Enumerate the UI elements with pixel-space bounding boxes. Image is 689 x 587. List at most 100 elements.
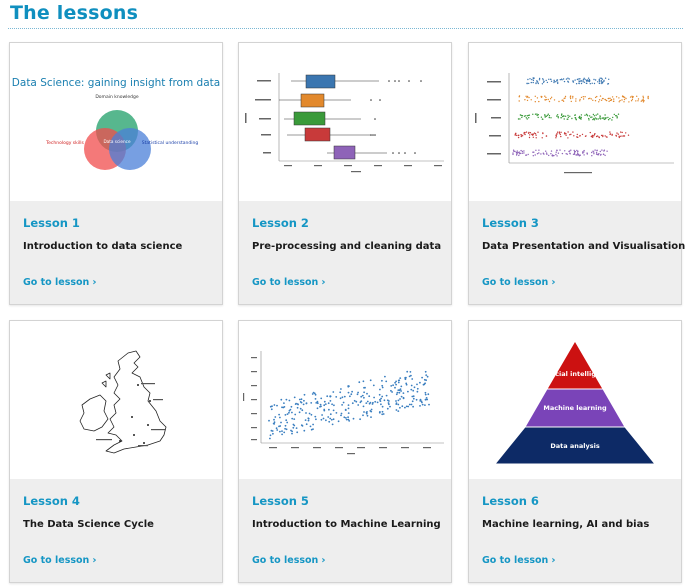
scatter-dot bbox=[400, 395, 403, 398]
strip-dot bbox=[569, 97, 572, 100]
lesson-card-4[interactable]: Lesson 4 The Data Science Cycle Go to le… bbox=[9, 320, 223, 583]
scatter-dot bbox=[281, 430, 283, 432]
strip-dot bbox=[546, 153, 548, 155]
strip-dot bbox=[619, 135, 621, 137]
strip-dot bbox=[564, 150, 566, 152]
strip-dot bbox=[583, 151, 585, 153]
strip-dot bbox=[630, 100, 633, 102]
scatter-dot bbox=[328, 408, 330, 411]
strip-dot bbox=[604, 114, 606, 116]
strip-dot bbox=[564, 132, 566, 134]
venn-heading: Data Science: gaining insight from data bbox=[12, 77, 220, 89]
strip-dot bbox=[590, 116, 592, 119]
strip-dot bbox=[588, 79, 590, 81]
go-to-lesson-link[interactable]: Go to lesson › bbox=[252, 277, 325, 288]
strip-dot bbox=[513, 150, 515, 152]
scatter-dot bbox=[347, 416, 349, 419]
scatter-dot bbox=[395, 409, 398, 411]
strip-dot bbox=[578, 82, 580, 84]
go-to-lesson-link[interactable]: Go to lesson › bbox=[482, 555, 555, 566]
strip-dot bbox=[579, 135, 581, 137]
strip-dot bbox=[601, 82, 603, 85]
strip-dot bbox=[585, 79, 588, 82]
scatter-dot bbox=[323, 400, 326, 403]
strip-dot bbox=[580, 96, 583, 99]
strip-dot bbox=[518, 154, 520, 157]
scatter-dot bbox=[352, 417, 355, 420]
strip-dot bbox=[518, 153, 521, 155]
strip-dot bbox=[636, 95, 638, 97]
scatter-dot bbox=[409, 371, 412, 373]
scatter-dot bbox=[269, 434, 272, 437]
scatter-dot bbox=[358, 381, 361, 384]
scatter-dot bbox=[415, 398, 418, 401]
scatter-dot bbox=[385, 394, 388, 397]
scatter-dot bbox=[416, 387, 419, 390]
strip-dot bbox=[595, 118, 598, 120]
scatter-dot bbox=[411, 378, 414, 380]
scatter-dot bbox=[288, 409, 291, 412]
scatter-dot bbox=[308, 412, 311, 415]
strip-dot bbox=[567, 114, 569, 117]
scatter-dot bbox=[351, 402, 354, 405]
lesson-card-6[interactable]: Artificial intelligence Machine learning… bbox=[468, 320, 682, 583]
scatter-dot bbox=[389, 405, 391, 408]
strip-dot bbox=[594, 96, 597, 99]
strip-dot bbox=[548, 154, 550, 157]
scatter-dot bbox=[370, 408, 373, 411]
strip-dot bbox=[601, 97, 604, 100]
strip-dot bbox=[593, 82, 596, 85]
strip-dot bbox=[574, 151, 576, 153]
scatter-dot bbox=[316, 407, 319, 410]
strip-dot bbox=[618, 135, 620, 137]
lesson-card-1[interactable]: Data Science: gaining insight from data … bbox=[9, 42, 223, 305]
strip-dot bbox=[556, 114, 559, 116]
scatter-dot bbox=[284, 427, 286, 430]
scatter-dot bbox=[323, 409, 326, 412]
strip-dot bbox=[570, 100, 572, 103]
scatter-dot bbox=[269, 437, 271, 440]
scatter-dot bbox=[299, 407, 302, 410]
strip-dot bbox=[599, 117, 601, 119]
strip-dot bbox=[585, 113, 588, 116]
scatter-dot bbox=[410, 384, 413, 387]
strip-dot bbox=[625, 132, 627, 134]
scatter-dot bbox=[285, 428, 288, 431]
scatter-dot bbox=[391, 391, 393, 393]
strip-dot bbox=[532, 134, 534, 136]
scatter-dot bbox=[298, 411, 301, 414]
strip-dot bbox=[596, 135, 599, 137]
go-to-lesson-link[interactable]: Go to lesson › bbox=[23, 555, 96, 566]
go-to-lesson-link[interactable]: Go to lesson › bbox=[23, 277, 96, 288]
strip-dot bbox=[533, 77, 535, 79]
strip-dot bbox=[599, 77, 601, 79]
scatter-dot bbox=[425, 397, 428, 399]
strip-dot bbox=[595, 152, 598, 154]
scatter-dot bbox=[329, 395, 332, 397]
lesson-card-5[interactable]: Lesson 5 Introduction to Machine Learnin… bbox=[238, 320, 452, 583]
scatter-dot bbox=[329, 417, 332, 420]
strip-dot bbox=[617, 133, 619, 135]
scatter-dot bbox=[292, 423, 295, 426]
lesson-card-3[interactable]: Lesson 3 Data Presentation and Visualisa… bbox=[468, 42, 685, 305]
scatter-dot bbox=[397, 399, 400, 402]
scatter-dot bbox=[320, 405, 322, 408]
strip-dot bbox=[593, 119, 596, 121]
scatter-dot bbox=[381, 386, 384, 389]
venn-label-technology: Technology skills bbox=[45, 140, 84, 146]
scatter-dot bbox=[416, 390, 419, 393]
strip-dot bbox=[535, 137, 537, 139]
scatter-dot bbox=[379, 388, 381, 391]
strip-dot bbox=[520, 114, 522, 117]
scatter-dot bbox=[309, 425, 312, 428]
lesson-card-2[interactable]: Lesson 2 Pre-processing and cleaning dat… bbox=[238, 42, 452, 305]
strip-dot bbox=[537, 114, 539, 116]
scatter-dot bbox=[297, 403, 299, 406]
strip-dot bbox=[545, 150, 547, 152]
go-to-lesson-link[interactable]: Go to lesson › bbox=[482, 277, 555, 288]
strip-dot bbox=[518, 151, 521, 153]
go-to-lesson-link[interactable]: Go to lesson › bbox=[252, 555, 325, 566]
scatter-dot bbox=[280, 398, 283, 401]
strip-dot bbox=[582, 78, 585, 81]
scatter-dot bbox=[404, 377, 406, 379]
